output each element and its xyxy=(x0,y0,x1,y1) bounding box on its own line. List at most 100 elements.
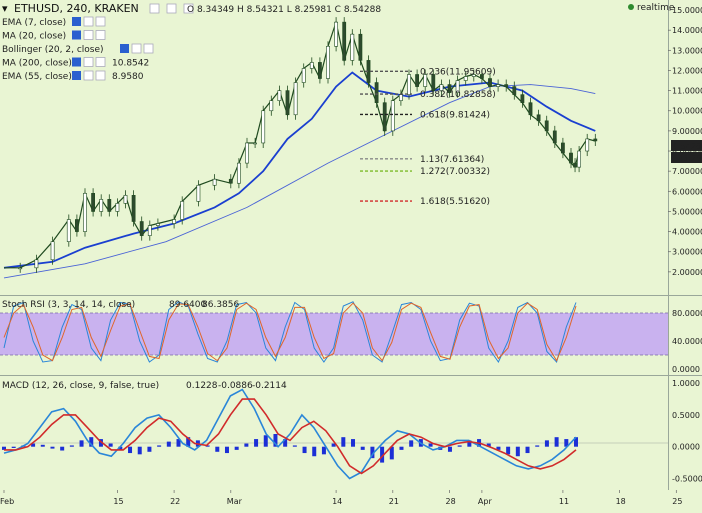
macd-histogram-bar xyxy=(2,446,6,450)
macd-histogram-bar xyxy=(428,443,433,447)
candle-body xyxy=(301,68,306,83)
macd-tick-label: 0.5000 xyxy=(672,411,700,420)
candle-body xyxy=(326,45,330,79)
price-axis[interactable]: 15.00000 14.00000 13.00000 12.00000 11.00000… xyxy=(672,6,702,277)
indicator-control-icon[interactable] xyxy=(95,57,106,67)
settings-square-icon[interactable] xyxy=(149,3,160,14)
symbol-title[interactable]: ETHUSD, 240, KRAKEN xyxy=(14,2,139,15)
candle-body xyxy=(342,21,347,61)
stoch-tick-label: 80.0000 xyxy=(672,309,702,318)
collapse-icon[interactable]: ▾ xyxy=(2,2,8,15)
indicator-control-icon[interactable] xyxy=(120,44,129,53)
macd-histogram-bar xyxy=(11,446,16,448)
candle-body xyxy=(212,178,217,186)
stoch-rsi-series: 80.0000 40.0000 0.0000 xyxy=(3,301,702,374)
macd-series: 1.0000 0.5000 0.0000 -0.5000 xyxy=(2,379,702,483)
macd-histogram-bar xyxy=(341,437,346,447)
fib-label: 0.382(10.82858) xyxy=(420,90,496,100)
realtime-label: realtime xyxy=(637,3,675,13)
macd-histogram-bar xyxy=(98,439,103,447)
candle-body xyxy=(536,114,541,122)
indicator-label[interactable]: MA (200, close) xyxy=(2,59,72,69)
fib-label: 1.618(5.51620) xyxy=(420,197,490,207)
indicator-label[interactable]: EMA (55, close) xyxy=(2,72,72,82)
price-tick-label: 13.00000 xyxy=(672,46,702,55)
macd-histogram-bar xyxy=(331,443,336,447)
candle-body xyxy=(196,184,201,202)
time-tick-label: 25 xyxy=(672,497,682,506)
candle-body xyxy=(569,152,573,164)
indicator-control-icon[interactable] xyxy=(83,57,94,67)
stoch-tick-label: 40.0000 xyxy=(672,337,702,346)
macd-histogram-bar xyxy=(31,443,36,447)
macd-pane[interactable] xyxy=(0,377,668,489)
price-tick-label: 10.00000 xyxy=(672,107,702,116)
macd-histogram-bar xyxy=(244,443,249,447)
indicator-control-icon[interactable] xyxy=(143,43,154,54)
stoch-d-value: 86.3856 xyxy=(202,300,239,310)
candle-body xyxy=(358,33,363,61)
macd-histogram-bar xyxy=(535,445,540,447)
macd-line xyxy=(3,388,577,480)
time-axis[interactable]: Feb 15 22 Mar 14 21 28 Apr 11 18 25 xyxy=(0,490,682,506)
countdown-box xyxy=(671,152,702,163)
candle-body xyxy=(479,74,484,79)
chart-header: ▾ ETHUSD, 240, KRAKEN O 8.34349 H 8.5432… xyxy=(2,2,675,15)
candle-body xyxy=(512,86,517,95)
macd-histogram-bar xyxy=(273,434,278,447)
candle-body xyxy=(471,74,476,77)
indicator-control-icon[interactable] xyxy=(95,70,106,81)
indicator-control-icon[interactable] xyxy=(95,30,106,40)
indicator-control-icon[interactable] xyxy=(72,57,81,67)
price-tick-label: 14.00000 xyxy=(672,26,702,35)
stoch-title[interactable]: Stoch RSI (3, 3, 14, 14, close) xyxy=(2,300,135,310)
last-price-tag: 8.54288 45:29 xyxy=(671,140,702,163)
macd-histogram-bar xyxy=(215,446,220,452)
macd-histogram-bar xyxy=(399,446,404,450)
price-tick-label: 9.00000 xyxy=(672,127,702,136)
indicator-label[interactable]: Bollinger (20, 2, close) xyxy=(2,45,104,55)
indicator-value: 10.8542 xyxy=(112,59,149,69)
candle-body xyxy=(139,221,144,236)
indicator-control-icon[interactable] xyxy=(83,30,94,40)
time-tick-label: 15 xyxy=(113,497,123,506)
indicator-label[interactable]: EMA (7, close) xyxy=(2,18,66,28)
indicator-label[interactable]: MA (20, close) xyxy=(2,32,66,42)
macd-title[interactable]: MACD (12, 26, close, 9, false, true) xyxy=(2,381,159,391)
price-pane[interactable] xyxy=(0,0,668,295)
indicator-control-icon[interactable] xyxy=(72,17,81,26)
macd-tick-label: 0.0000 xyxy=(672,443,700,452)
indicator-control-icon[interactable] xyxy=(131,43,142,54)
macd-histogram-bar xyxy=(40,444,45,447)
fib-label: 0.618(9.81424) xyxy=(420,110,490,120)
indicator-control-icon[interactable] xyxy=(95,16,106,27)
candle-body xyxy=(131,195,136,222)
indicator-legend: EMA (7, close) MA (20, close) Bollinger (2… xyxy=(2,16,154,82)
macd-histogram-bar xyxy=(380,446,385,463)
close-square-icon[interactable] xyxy=(183,3,194,14)
stoch-legend: Stoch RSI (3, 3, 14, 14, close) 89.6400 … xyxy=(2,300,239,310)
candle-body xyxy=(585,138,590,152)
candle-body xyxy=(374,82,379,103)
macd-histogram-bar xyxy=(234,446,239,450)
macd-histogram-bar xyxy=(525,446,530,454)
candle-body xyxy=(156,223,160,226)
time-tick-label: 11 xyxy=(559,497,569,506)
candle-body xyxy=(277,90,282,101)
indicator-control-icon[interactable] xyxy=(72,30,81,40)
eye-square-icon[interactable] xyxy=(166,3,177,14)
indicator-control-icon[interactable] xyxy=(83,16,94,27)
price-tick-label: 15.00000 xyxy=(672,6,702,15)
macd-histogram-bar xyxy=(554,437,559,447)
candle-body xyxy=(447,84,452,93)
candle-body xyxy=(504,84,509,87)
price-tick-label: 8.00000 xyxy=(672,147,702,156)
macd-histogram-bar xyxy=(186,437,191,447)
macd-hist-value: -0.0886 xyxy=(218,381,253,391)
candle-body xyxy=(91,193,96,212)
indicator-control-icon[interactable] xyxy=(72,71,81,80)
indicator-control-icon[interactable] xyxy=(83,70,94,81)
countdown-value: 45:29 xyxy=(678,154,701,163)
candle-body xyxy=(317,62,322,79)
